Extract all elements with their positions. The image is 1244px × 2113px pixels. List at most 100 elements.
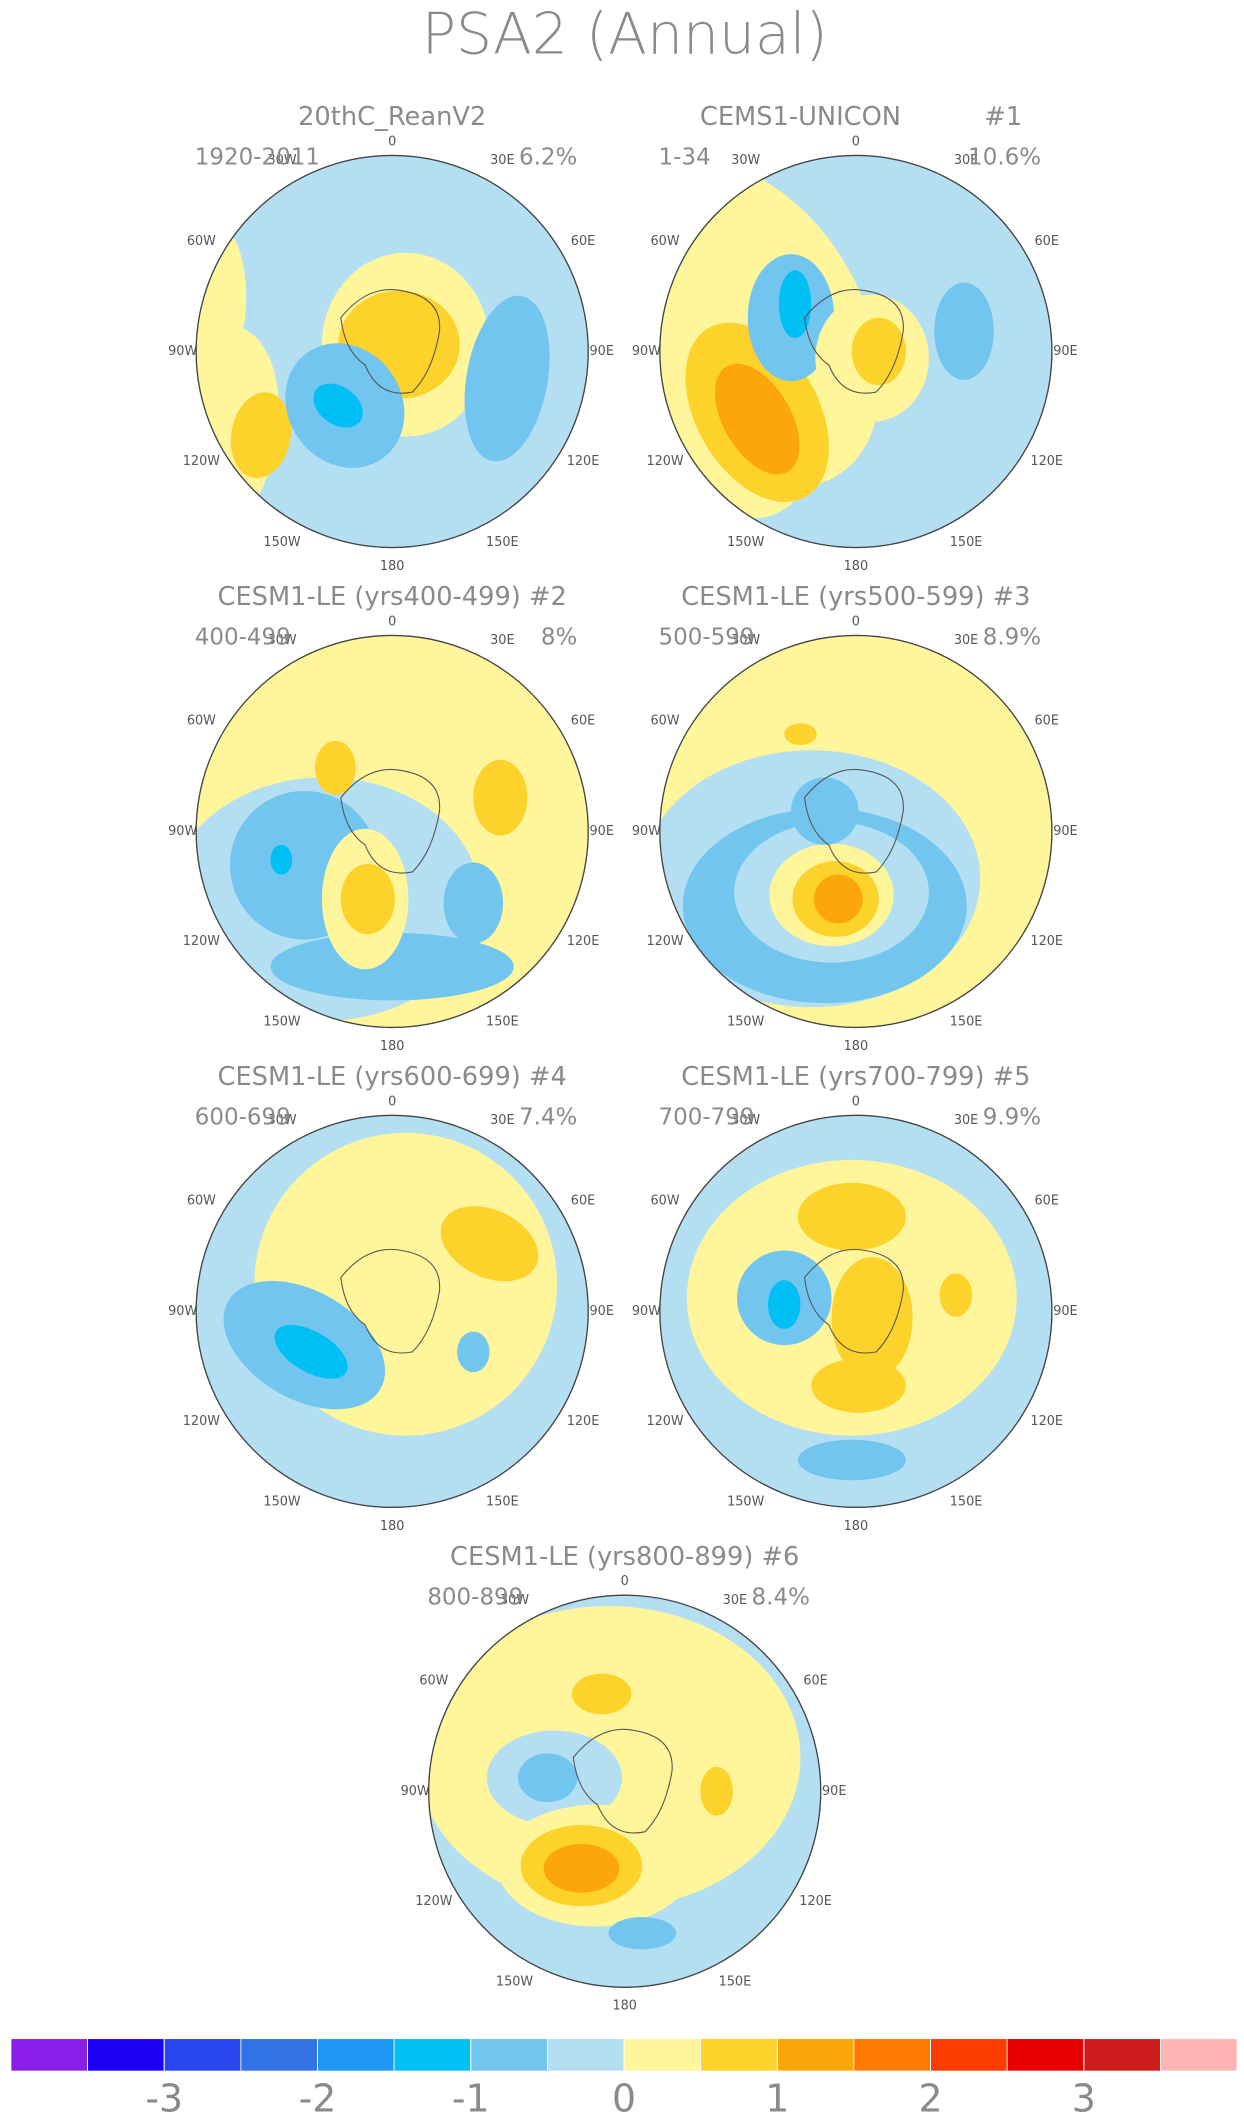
map-field — [196, 635, 589, 1028]
longitude-label: 30W — [500, 1593, 529, 1608]
longitude-label: 60W — [187, 234, 216, 249]
map-border — [659, 1114, 1053, 1509]
longitude-label: 0 — [852, 134, 860, 149]
longitude-label: 150E — [486, 1495, 519, 1510]
map-field — [196, 155, 589, 548]
map-panel: 0 30E 60E 90E 120E 150E 180 150W 120W 90W 60W 30W CE… — [632, 582, 1078, 1054]
colorbar-box — [87, 2038, 165, 2072]
longitude-label: 120W — [646, 454, 683, 469]
colorbar-box — [700, 2038, 778, 2072]
longitude-label: 150W — [496, 1975, 533, 1990]
longitude-label: 30W — [731, 153, 760, 168]
contour-region — [473, 759, 528, 836]
longitude-label: 150E — [950, 1495, 983, 1510]
colorbar-box — [546, 2038, 625, 2072]
contour-region — [790, 777, 859, 845]
panel-title: CESM1-LE (yrs500-599) #3 — [681, 582, 1030, 612]
contour-region — [784, 723, 817, 745]
colorbar-label: -2 — [299, 2076, 337, 2113]
longitude-label: 90E — [590, 1304, 614, 1319]
longitude-label: 60W — [187, 1194, 216, 1209]
longitude-label: 150E — [486, 1015, 519, 1030]
contour-region — [517, 1753, 578, 1803]
longitude-label: 150E — [950, 535, 983, 550]
longitude-label: 0 — [388, 614, 396, 629]
map-panel: 0 30E 60E 90E 120E 150E 180 150W 120W 90W 60W 30W CE… — [168, 1062, 614, 1534]
map-border — [659, 154, 1053, 549]
panel-years: 1920-2011 — [195, 145, 320, 171]
colorbar-box — [1083, 2038, 1161, 2072]
colorbar: -3 -2 -1 0 1 2 3 — [10, 2038, 1238, 2113]
map-border — [659, 634, 1053, 1029]
longitude-label: 180 — [380, 1519, 405, 1534]
coastline — [803, 289, 904, 394]
contour-region — [270, 844, 293, 875]
contour-region — [714, 363, 800, 475]
contour-region — [230, 392, 292, 479]
longitude-label: 60E — [803, 1674, 827, 1689]
panel-percent: 9.9% — [983, 1105, 1041, 1131]
longitude-label: 150E — [950, 1015, 983, 1030]
panel-percent: 8% — [541, 625, 577, 651]
longitude-label: 180 — [612, 1999, 637, 2014]
longitude-label: 30W — [731, 1113, 760, 1128]
longitude-label: 90E — [1053, 824, 1077, 839]
longitude-label: 150W — [263, 535, 300, 550]
colorbar-label: 1 — [765, 2076, 789, 2113]
longitude-label: 120E — [799, 1894, 832, 1909]
longitude-label: 30E — [954, 153, 978, 168]
map-border — [195, 154, 589, 549]
coastline — [803, 1248, 904, 1354]
panel-title: CESM1-LE (yrs400-499) #2 — [218, 582, 567, 612]
colorbar-label: -3 — [145, 2076, 183, 2113]
longitude-label: 120E — [567, 454, 600, 469]
longitude-label: 90E — [1053, 1304, 1077, 1319]
longitude-label: 150E — [719, 1975, 752, 1990]
map-field — [659, 635, 1052, 1028]
panel-title: CESM1-LE (yrs800-899) #6 — [450, 1542, 799, 1572]
longitude-label: 30E — [723, 1593, 747, 1608]
contour-region — [443, 862, 504, 944]
colorbar-box — [240, 2038, 318, 2072]
colorbar-box — [163, 2038, 242, 2072]
longitude-label: 180 — [380, 559, 405, 574]
contour-region — [934, 282, 994, 380]
contour-region — [315, 740, 356, 795]
longitude-label: 90W — [632, 344, 661, 359]
longitude-label: 150W — [727, 1015, 764, 1030]
longitude-label: 120E — [1030, 1414, 1063, 1429]
colorbar-box — [623, 2038, 702, 2072]
longitude-label: 60E — [1034, 714, 1058, 729]
panel-percent: 6.2% — [519, 145, 577, 171]
longitude-label: 90E — [590, 824, 614, 839]
contour-region — [608, 1916, 677, 1950]
longitude-label: 30W — [267, 633, 296, 648]
longitude-label: 120W — [646, 1414, 683, 1429]
longitude-label: 120E — [567, 934, 600, 949]
colorbar-box — [776, 2038, 855, 2072]
map-field — [659, 155, 1052, 548]
contour-region — [778, 270, 812, 338]
colorbar-box — [1006, 2038, 1085, 2072]
longitude-label: 120W — [183, 1414, 220, 1429]
panel-title: CESM1-LE (yrs700-799) #5 — [681, 1062, 1030, 1092]
longitude-label: 90W — [168, 344, 197, 359]
map-panel: 0 30E 60E 90E 120E 150E 180 150W 120W 90W 60W 30W 20… — [168, 102, 614, 574]
panel-years: 400-499 — [195, 625, 291, 651]
longitude-label: 60W — [651, 1194, 680, 1209]
longitude-label: 120E — [1030, 454, 1063, 469]
longitude-label: 60E — [1034, 234, 1058, 249]
contour-region — [440, 1206, 539, 1282]
contour-region — [813, 874, 863, 924]
longitude-label: 120E — [567, 1414, 600, 1429]
colorbar-box — [1160, 2038, 1238, 2072]
colorbar-label: 2 — [919, 2076, 943, 2113]
longitude-label: 60W — [187, 714, 216, 729]
figure-title: PSA2 (Annual) — [422, 1, 828, 67]
coastline — [340, 289, 441, 394]
panel-title: 20thC_ReanV2 — [298, 102, 486, 132]
colorbar-box — [317, 2038, 395, 2072]
map-field — [196, 1115, 589, 1508]
longitude-label: 0 — [621, 1574, 629, 1589]
panel-years: 600-699 — [195, 1105, 291, 1131]
